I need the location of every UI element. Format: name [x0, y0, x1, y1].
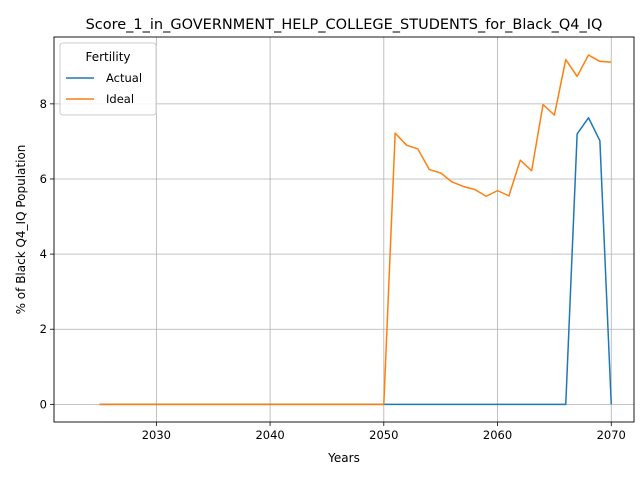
y-axis-ticks: 0 2 4 6 8 — [40, 97, 54, 411]
x-tick-label: 2060 — [483, 428, 512, 442]
x-axis-label: Years — [327, 451, 360, 465]
x-tick-label: 2070 — [597, 428, 626, 442]
plot-frame — [53, 36, 635, 423]
x-axis-ticks: 2030 2040 2050 2060 2070 — [142, 422, 626, 442]
chart-title: Score_1_in_GOVERNMENT_HELP_COLLEGE_STUDE… — [86, 17, 603, 33]
x-tick-label: 2030 — [142, 428, 171, 442]
legend-box — [59, 42, 157, 116]
legend-label-ideal: Ideal — [106, 92, 134, 106]
series-line-ideal — [99, 54, 612, 406]
legend: Fertility Actual Ideal — [59, 42, 157, 116]
series-lines — [99, 54, 612, 406]
series-line-actual — [99, 117, 612, 406]
y-tick-label: 4 — [40, 247, 47, 261]
y-tick-label: 6 — [40, 172, 47, 186]
legend-title: Fertility — [85, 50, 130, 64]
legend-label-actual: Actual — [106, 71, 142, 85]
y-tick-label: 0 — [40, 397, 47, 411]
legend-entries: Actual Ideal — [66, 71, 142, 106]
x-tick-label: 2040 — [255, 428, 284, 442]
y-axis-label: % of Black Q4_IQ Population — [14, 145, 28, 315]
y-tick-label: 8 — [40, 97, 47, 111]
x-tick-label: 2050 — [369, 428, 398, 442]
y-tick-label: 2 — [40, 322, 47, 336]
